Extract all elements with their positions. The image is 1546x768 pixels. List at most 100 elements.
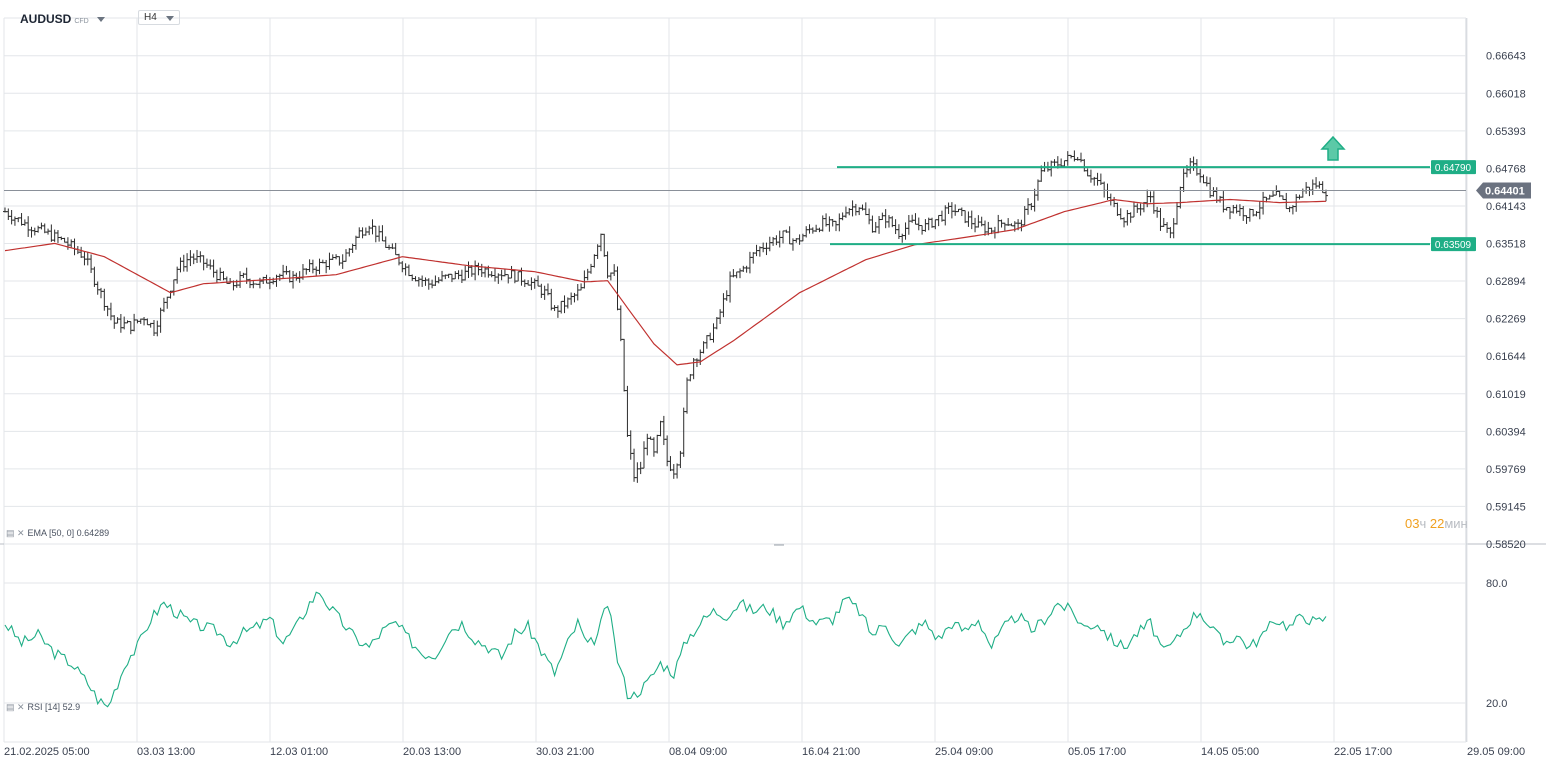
- time-tick-label: 08.04 09:00: [669, 746, 727, 758]
- ema-line: [4, 198, 1327, 366]
- ohlc-bar: [145, 318, 150, 326]
- ohlc-bar: [178, 257, 183, 273]
- ohlc-bar: [863, 202, 868, 216]
- ohlc-bar: [582, 270, 587, 289]
- ohlc-bar: [589, 263, 594, 274]
- ohlc-bar: [1271, 190, 1276, 197]
- ohlc-bar: [241, 272, 246, 279]
- ohlc-bar: [317, 258, 322, 275]
- ohlc-bar: [9, 210, 14, 225]
- ohlc-bar: [1145, 189, 1150, 208]
- ohlc-bar: [1158, 208, 1163, 231]
- ohlc-bar: [1088, 169, 1093, 183]
- ohlc-bar: [867, 208, 872, 225]
- ohlc-bar: [1165, 222, 1170, 233]
- ohlc-bar: [1131, 201, 1136, 218]
- ohlc-bar: [208, 259, 213, 270]
- chevron-down-icon: [166, 16, 174, 21]
- ohlc-bar: [99, 287, 104, 299]
- ohlc-bar: [19, 213, 24, 226]
- ohlc-bar: [949, 202, 954, 219]
- level-label-bg: [1431, 160, 1476, 175]
- ohlc-bar: [615, 266, 620, 311]
- ohlc-bar: [933, 219, 938, 230]
- price-tick-label: 0.64143: [1486, 201, 1526, 213]
- last-price-marker: 0.64401: [4, 182, 1531, 199]
- ohlc-bar: [1247, 208, 1252, 222]
- ohlc-bar: [1026, 198, 1031, 215]
- ohlc-bar: [996, 214, 1001, 234]
- ohlc-bar: [880, 212, 885, 221]
- ohlc-bar: [1079, 152, 1084, 163]
- ohlc-bar: [569, 292, 574, 305]
- ohlc-bar: [1002, 222, 1007, 231]
- ohlc-bar: [1188, 157, 1193, 174]
- ohlc-bar: [55, 230, 60, 243]
- ohlc-bar: [360, 227, 365, 239]
- ohlc-bar: [509, 265, 514, 279]
- timeframe-value: H4: [144, 12, 157, 23]
- ohlc-bar: [877, 215, 882, 234]
- price-tick-label: 0.60394: [1486, 426, 1526, 438]
- ohlc-bar: [1082, 159, 1087, 172]
- ohlc-bar: [128, 321, 133, 335]
- time-tick-label: 29.05 09:00: [1467, 746, 1525, 758]
- ohlc-bar: [661, 415, 666, 446]
- ema-legend[interactable]: ▤ ✕ EMA [50, 0] 0.64289: [6, 528, 109, 539]
- ohlc-bar: [492, 268, 497, 282]
- ohlc-bar: [900, 233, 905, 243]
- symbol-type: CFD: [74, 18, 89, 25]
- ohlc-bar: [814, 224, 819, 232]
- ohlc-bar: [171, 279, 176, 296]
- ohlc-bar: [800, 233, 805, 242]
- ohlc-bar: [406, 264, 411, 277]
- ohlc-bar: [12, 216, 17, 226]
- ohlc-bar: [1125, 209, 1130, 226]
- ohlc-bar: [618, 305, 623, 342]
- ohlc-bar: [651, 437, 656, 457]
- ohlc-bar: [161, 297, 166, 313]
- ohlc-bar: [1175, 201, 1180, 225]
- ohlc-bar: [294, 272, 299, 281]
- settings-icon[interactable]: ▤ ✕: [6, 702, 25, 712]
- rsi-legend[interactable]: ▤ ✕ RSI [14] 52.9: [6, 702, 80, 713]
- ohlc-bar: [327, 252, 332, 270]
- ohlc-bar: [549, 288, 554, 311]
- ohlc-bar: [115, 317, 120, 324]
- ohlc-bar: [675, 463, 680, 479]
- level-lines[interactable]: 0.64790 0.63509: [830, 160, 1476, 252]
- ohlc-bar: [671, 464, 676, 479]
- ohlc-bar: [870, 215, 875, 233]
- ohlc-bar: [579, 283, 584, 291]
- ohlc-bar: [357, 227, 362, 238]
- ohlc-bar: [238, 271, 243, 288]
- settings-icon[interactable]: ▤ ✕: [6, 528, 25, 538]
- ohlc-bar: [396, 253, 401, 266]
- ohlc-bar: [602, 233, 607, 257]
- ohlc-bar: [834, 220, 839, 232]
- ohlc-bar: [737, 268, 742, 279]
- ohlc-bar: [562, 295, 567, 314]
- ohlc-bar: [691, 357, 696, 380]
- ohlc-bar: [344, 249, 349, 262]
- ohlc-bar: [744, 265, 749, 273]
- ohlc-bar: [973, 217, 978, 233]
- ohlc-bar: [552, 305, 557, 312]
- ohlc-bar: [185, 253, 190, 272]
- ohlc-bar: [1267, 194, 1272, 200]
- ohlc-bar: [1208, 177, 1213, 198]
- candle-timer: 03ч 22мин: [1405, 516, 1468, 531]
- ohlc-bar: [1065, 151, 1070, 166]
- ema-label: EMA [50, 0]: [27, 528, 75, 538]
- ohlc-bar: [910, 214, 915, 223]
- timeframe-selector[interactable]: H4: [138, 10, 180, 25]
- ohlc-bar: [1138, 203, 1143, 216]
- ohlc-bar: [499, 269, 504, 281]
- level-label-bg: [1431, 237, 1476, 252]
- ohlc-bar: [1032, 188, 1037, 212]
- ohlc-bar: [830, 218, 835, 227]
- time-tick-label: 03.03 13:00: [137, 746, 195, 758]
- symbol-selector[interactable]: AUDUSD CFD: [20, 12, 105, 26]
- ema-value: 0.64289: [76, 528, 110, 538]
